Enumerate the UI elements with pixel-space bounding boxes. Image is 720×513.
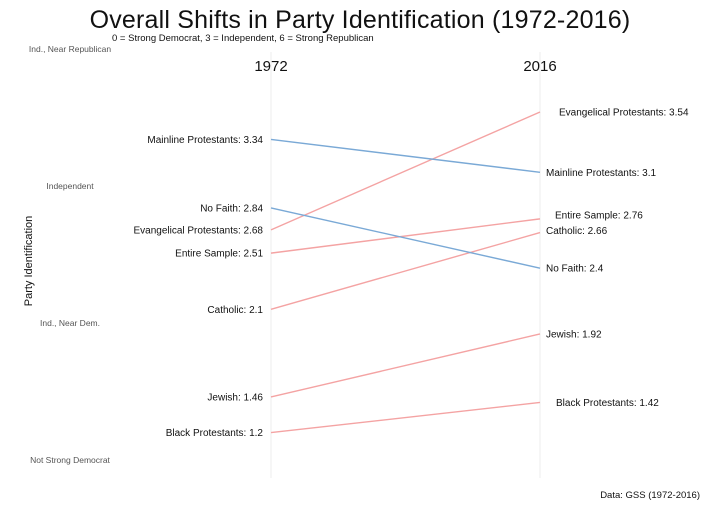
label-2016-catholic: Catholic: 2.66 bbox=[546, 226, 608, 237]
year-header-2016: 2016 bbox=[523, 58, 556, 75]
y-tick-label: Not Strong Democrat bbox=[30, 455, 110, 465]
series-line-jewish bbox=[270, 333, 541, 398]
series-line-mainline-protestants bbox=[270, 138, 541, 173]
series-line-no-faith bbox=[270, 207, 541, 269]
chart-title: Overall Shifts in Party Identification (… bbox=[89, 6, 631, 34]
label-1972-mainline-protestants: Mainline Protestants: 3.34 bbox=[147, 135, 263, 146]
series-line-entire-sample bbox=[270, 218, 541, 254]
series-line-black-protestants bbox=[270, 401, 541, 434]
year-header-1972: 1972 bbox=[254, 58, 287, 75]
label-2016-mainline-protestants: Mainline Protestants: 3.1 bbox=[546, 168, 656, 179]
label-2016-no-faith: No Faith: 2.4 bbox=[546, 264, 604, 275]
y-tick-label: Ind., Near Republican bbox=[29, 44, 111, 54]
label-1972-catholic: Catholic: 2.1 bbox=[207, 305, 263, 316]
label-2016-evangelical-protestants: Evangelical Protestants: 3.54 bbox=[559, 108, 689, 119]
y-tick-label: Ind., Near Dem. bbox=[40, 318, 100, 328]
label-1972-entire-sample: Entire Sample: 2.51 bbox=[175, 249, 263, 260]
label-2016-entire-sample: Entire Sample: 2.76 bbox=[555, 210, 643, 221]
label-2016-black-protestants: Black Protestants: 1.42 bbox=[556, 398, 659, 409]
label-1972-no-faith: No Faith: 2.84 bbox=[200, 203, 263, 214]
label-1972-evangelical-protestants: Evangelical Protestants: 2.68 bbox=[133, 225, 263, 236]
label-1972-jewish: Jewish: 1.46 bbox=[207, 392, 263, 403]
series-line-catholic bbox=[270, 231, 541, 310]
chart-subtitle: 0 = Strong Democrat, 3 = Independent, 6 … bbox=[112, 33, 374, 44]
label-2016-jewish: Jewish: 1.92 bbox=[546, 329, 602, 340]
source-note: Data: GSS (1972-2016) bbox=[600, 490, 700, 501]
y-tick-label: Independent bbox=[46, 181, 94, 191]
label-1972-black-protestants: Black Protestants: 1.2 bbox=[166, 428, 264, 439]
series-line-evangelical-protestants bbox=[270, 111, 541, 231]
